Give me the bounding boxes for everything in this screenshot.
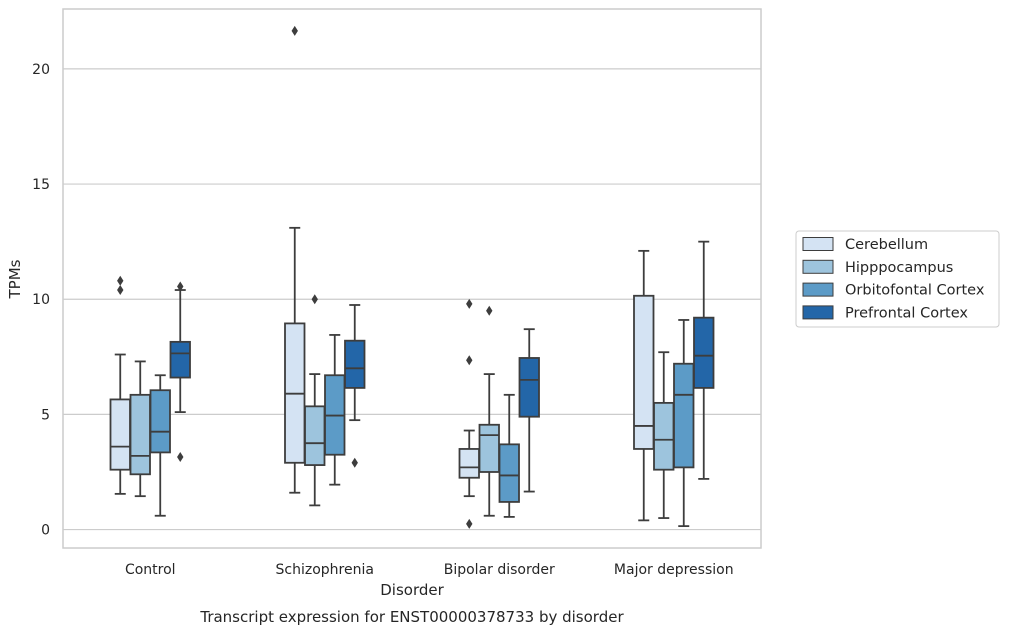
legend-entry: Hipppocampus [845,260,953,276]
box-iqr [633,294,655,450]
box-iqr [478,423,500,473]
legend-swatch [802,282,834,297]
legend-entry: Prefrontal Cortex [845,305,968,321]
box-iqr [693,316,715,389]
outlier-point [466,518,473,529]
legend: Cerebellum Hipppocampus Orbitofontal Corte… [795,230,1000,328]
box-iqr [304,405,326,466]
outlier-point [486,305,493,316]
outlier-point [311,294,318,305]
y-tick-label: 10 [32,292,50,308]
plot-frame [62,8,762,549]
legend-swatch [802,237,834,251]
box-iqr [518,357,540,418]
box-iqr [109,398,131,471]
x-tick-labels: Control Schizophrenia Bipolar disorder Majo… [125,562,734,578]
x-tick-label: Schizophrenia [276,562,374,578]
box-iqr [458,448,480,479]
box-iqr [129,393,151,476]
box-group [304,294,326,507]
box-group [673,319,695,528]
outlier-point [117,285,124,296]
legend-swatch [802,259,834,274]
y-tick-label: 0 [41,523,50,539]
box-group [109,275,131,495]
y-axis-label: TPMs [6,259,24,299]
y-tick-labels: 0 5 10 15 20 [32,62,50,539]
legend-entry: Orbitofontal Cortex [845,283,985,299]
outlier-point [466,298,473,309]
box-group [693,240,715,480]
legend-swatch [802,305,834,320]
box-plot-marks [109,25,715,529]
box-group [633,249,655,522]
box-iqr [149,389,171,454]
x-tick-label: Control [125,562,176,578]
outlier-point [291,25,298,36]
box-group [344,304,366,468]
box-iqr [673,362,695,469]
box-group [149,374,171,517]
box-group [284,25,306,494]
legend-entry: Cerebellum [845,237,928,253]
x-tick-label: Bipolar disorder [444,562,555,578]
box-iqr [653,401,675,471]
x-axis-label: Disorder [380,581,444,599]
y-tick-label: 5 [41,407,50,423]
outlier-point [351,457,358,468]
y-tick-label: 15 [32,177,50,193]
box-group [498,393,520,518]
chart-caption: Transcript expression for ENST0000037873… [199,608,624,626]
outlier-point [177,452,184,463]
box-iqr [169,340,191,379]
outlier-point [117,275,124,286]
box-group [324,334,346,486]
outlier-point [177,281,184,292]
box-group [169,281,191,463]
box-iqr [498,443,520,503]
box-group [518,328,540,493]
box-group [478,305,500,517]
outlier-point [466,355,473,366]
box-iqr [344,339,366,389]
legend-frame [795,230,1000,328]
x-tick-label: Major depression [614,562,734,578]
y-tick-label: 20 [32,62,50,78]
box-group [653,351,675,519]
box-group [129,360,151,498]
